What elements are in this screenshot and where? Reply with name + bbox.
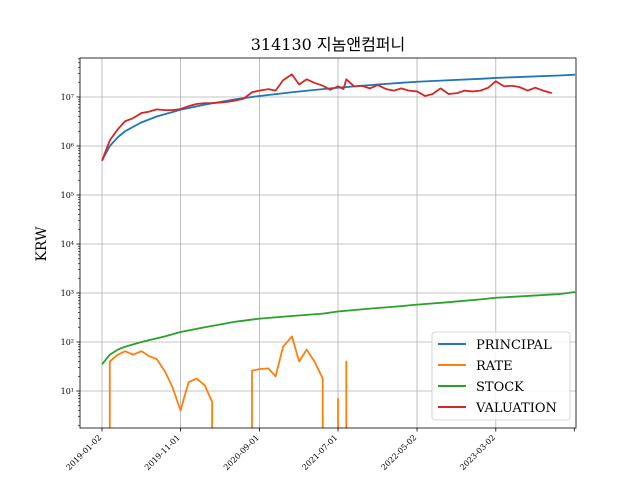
legend-box [431, 331, 571, 421]
y-tick-label: 10⁶ [61, 142, 74, 151]
legend: PRINCIPAL RATE STOCK VALUATION [431, 331, 571, 421]
y-axis-label: KRW [34, 226, 50, 262]
y-tick-label: 10⁵ [61, 191, 74, 200]
series-line-rate [251, 335, 324, 428]
series-line-valuation [101, 73, 553, 162]
plot-frame [79, 57, 577, 429]
series-line-rate [108, 350, 214, 428]
y-tick-label: 10⁷ [61, 93, 74, 102]
series-line-stock [101, 291, 576, 365]
series-group [101, 73, 576, 428]
y-tick-label: 10¹ [61, 387, 74, 396]
y-tick-label: 10³ [61, 289, 74, 298]
chart-title: 314130 지놈앤컴퍼니 [251, 35, 405, 54]
grid [80, 58, 576, 428]
y-tick-label: 10² [61, 338, 74, 347]
legend-label-valuation: VALUATION [475, 401, 557, 416]
legend-label-rate: RATE [476, 359, 513, 374]
y-tick-label: 10⁴ [61, 240, 74, 249]
series-line-principal [101, 73, 576, 162]
legend-label-stock: STOCK [476, 380, 524, 395]
legend-label-principal: PRINCIPAL [476, 338, 552, 353]
